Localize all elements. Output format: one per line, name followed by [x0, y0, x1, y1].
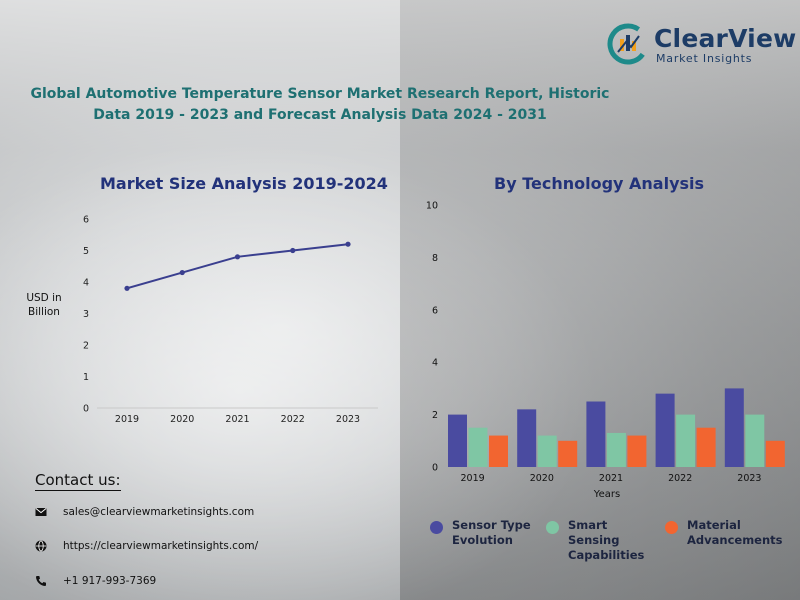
- bar: [489, 435, 508, 467]
- bar: [558, 440, 578, 467]
- market-size-chart-title: Market Size Analysis 2019-2024: [100, 174, 388, 193]
- x-tick-label: 2021: [225, 414, 249, 425]
- bar: [627, 435, 647, 467]
- x-tick-label: 2020: [530, 473, 554, 484]
- y-tick-label: 2: [432, 410, 438, 421]
- legend-label-line: Sensing: [568, 533, 620, 547]
- y-tick-label: 4: [432, 358, 438, 369]
- bar: [765, 440, 785, 467]
- bar: [517, 409, 537, 467]
- brand-name: ClearView: [654, 24, 797, 53]
- bar: [655, 393, 675, 467]
- y-tick-label: 6: [432, 305, 438, 316]
- y-axis-label: Billion: [28, 306, 60, 318]
- x-tick-label: 2023: [336, 414, 360, 425]
- globe-icon: [35, 540, 47, 552]
- bar: [448, 414, 467, 467]
- x-tick-label: 2019: [461, 473, 485, 484]
- y-tick-label: 8: [432, 253, 438, 264]
- x-tick-label: 2023: [737, 473, 761, 484]
- legend-material: Material Advancements: [665, 518, 795, 558]
- data-point: [124, 285, 130, 291]
- bar: [676, 414, 696, 467]
- legend-label-line: Smart: [568, 518, 608, 532]
- phone-icon: [36, 576, 46, 586]
- legend-sensor-type: Sensor Type Evolution: [430, 518, 540, 558]
- background-shade: [400, 0, 800, 600]
- bar: [745, 414, 765, 467]
- y-tick-label: 6: [83, 215, 89, 226]
- x-tick-label: 2019: [115, 414, 139, 425]
- legend-label-line: Sensor Type: [452, 518, 531, 532]
- bar: [468, 427, 488, 467]
- legend-label-line: Advancements: [687, 533, 783, 547]
- data-point: [179, 269, 185, 276]
- legend-smart-sensing: Smart Sensing Capabilities: [546, 518, 656, 568]
- legend-swatch-material: [665, 521, 678, 534]
- bar: [696, 427, 716, 467]
- brand-logo: ClearView Market Insights: [606, 22, 796, 66]
- data-point: [234, 254, 241, 260]
- legend-swatch-sensor: [430, 521, 443, 534]
- y-axis-label: USD in: [26, 292, 61, 304]
- report-title: Global Automotive Temperature Sensor Mar…: [30, 86, 610, 123]
- y-tick-label: 0: [83, 404, 89, 415]
- x-axis-label: Years: [593, 489, 620, 500]
- bar: [606, 432, 626, 467]
- y-tick-label: 3: [83, 309, 89, 320]
- y-tick-label: 2: [83, 341, 89, 352]
- legend-label-line: Capabilities: [568, 548, 645, 562]
- contact-heading: Contact us:: [35, 471, 121, 491]
- mail-icon: [35, 508, 47, 516]
- legend-label: Smart Sensing Capabilities: [568, 518, 648, 563]
- bar: [724, 388, 744, 467]
- y-tick-label: 5: [83, 246, 89, 257]
- x-tick-label: 2022: [668, 473, 692, 484]
- contact-phone[interactable]: +1 917-993-7369: [63, 575, 157, 587]
- y-tick-label: 4: [83, 278, 89, 289]
- bar: [586, 401, 606, 467]
- legend-label-line: Evolution: [452, 533, 513, 547]
- contact-website[interactable]: https://clearviewmarketinsights.com/: [63, 540, 259, 552]
- brand-tagline: Market Insights: [656, 52, 753, 65]
- data-point: [290, 247, 296, 254]
- y-tick-label: 1: [83, 372, 89, 383]
- technology-chart-title: By Technology Analysis: [494, 174, 705, 193]
- x-tick-label: 2021: [599, 473, 623, 484]
- bar: [537, 435, 557, 467]
- logo-mark-icon: [607, 23, 649, 65]
- legend-swatch-smart: [546, 521, 559, 534]
- y-tick-label: 10: [426, 201, 438, 212]
- y-tick-label: 0: [432, 463, 438, 474]
- contact-email[interactable]: sales@clearviewmarketinsights.com: [63, 506, 255, 518]
- legend-label: Material Advancements: [687, 518, 795, 548]
- legend-label: Sensor Type Evolution: [452, 518, 540, 548]
- legend-label-line: Material: [687, 518, 741, 532]
- data-point: [345, 241, 351, 247]
- x-tick-label: 2022: [281, 414, 305, 425]
- x-tick-label: 2020: [170, 414, 194, 425]
